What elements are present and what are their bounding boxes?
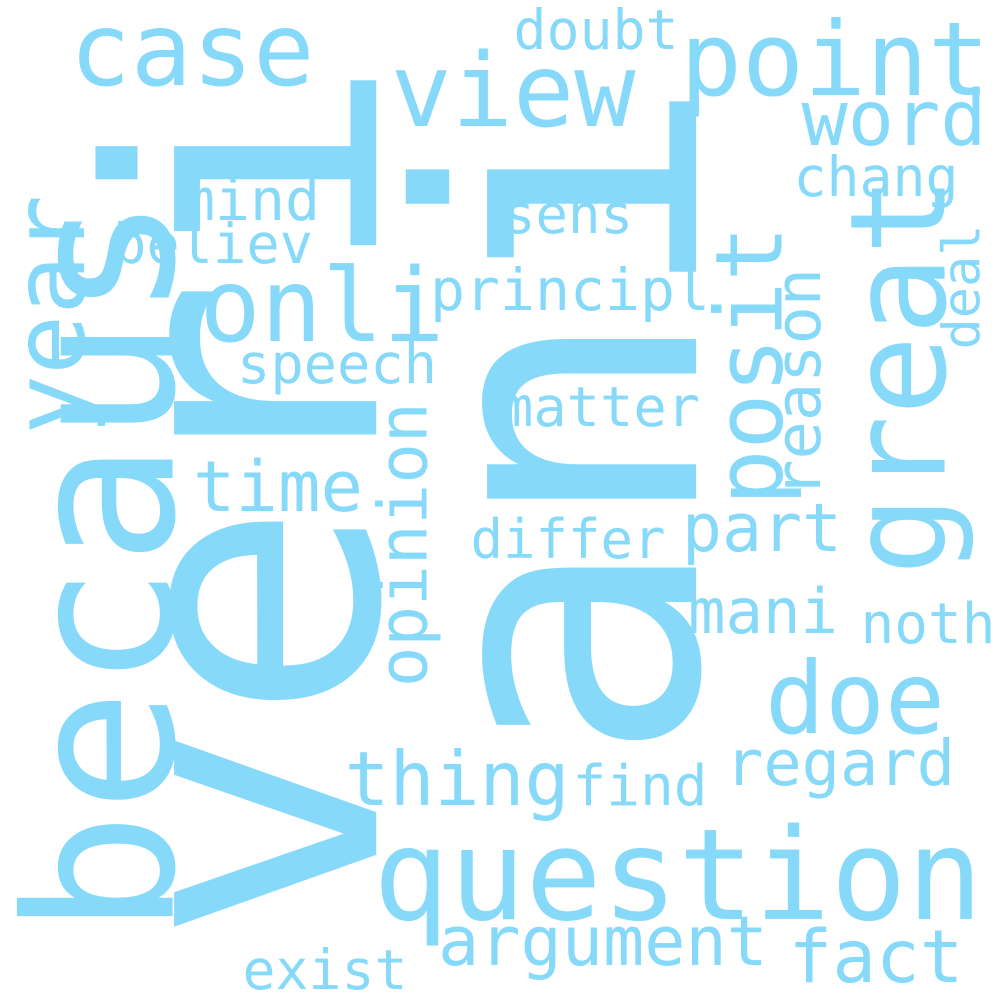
word-part: part (682, 489, 842, 567)
word-principl: principl (430, 256, 710, 324)
word-exist: exist (242, 937, 408, 1000)
word-noth: noth (860, 592, 996, 657)
word-deal: deal (932, 224, 993, 350)
word-doe: doe (765, 641, 945, 757)
word-thing: thing (344, 735, 570, 823)
word-case: case (69, 0, 315, 109)
word-mind: mind (180, 166, 320, 234)
word-fact: fact (788, 915, 964, 1000)
word-onli: onli (199, 247, 445, 365)
word-mani: mani (688, 575, 838, 648)
word-opinion: opinion (363, 402, 443, 688)
word-view: view (390, 32, 636, 150)
word-differ: differ (470, 508, 666, 571)
word-question: question (373, 800, 983, 949)
word-speech: speech (237, 332, 437, 397)
word-regard: regard (725, 727, 955, 801)
word-reason: reason (762, 267, 837, 498)
word-year: year (0, 194, 109, 435)
word-matter: matter (500, 375, 700, 440)
word-believ: believ (113, 212, 313, 277)
word-argument: argument (438, 901, 768, 982)
word-chang: chang (793, 144, 959, 209)
word-point: point (680, 0, 990, 120)
word-sens: sens (503, 183, 633, 246)
word-word: word (801, 74, 987, 164)
word-time: time (193, 444, 363, 528)
word-find: find (572, 754, 708, 819)
word-doubt: doubt (513, 0, 679, 62)
